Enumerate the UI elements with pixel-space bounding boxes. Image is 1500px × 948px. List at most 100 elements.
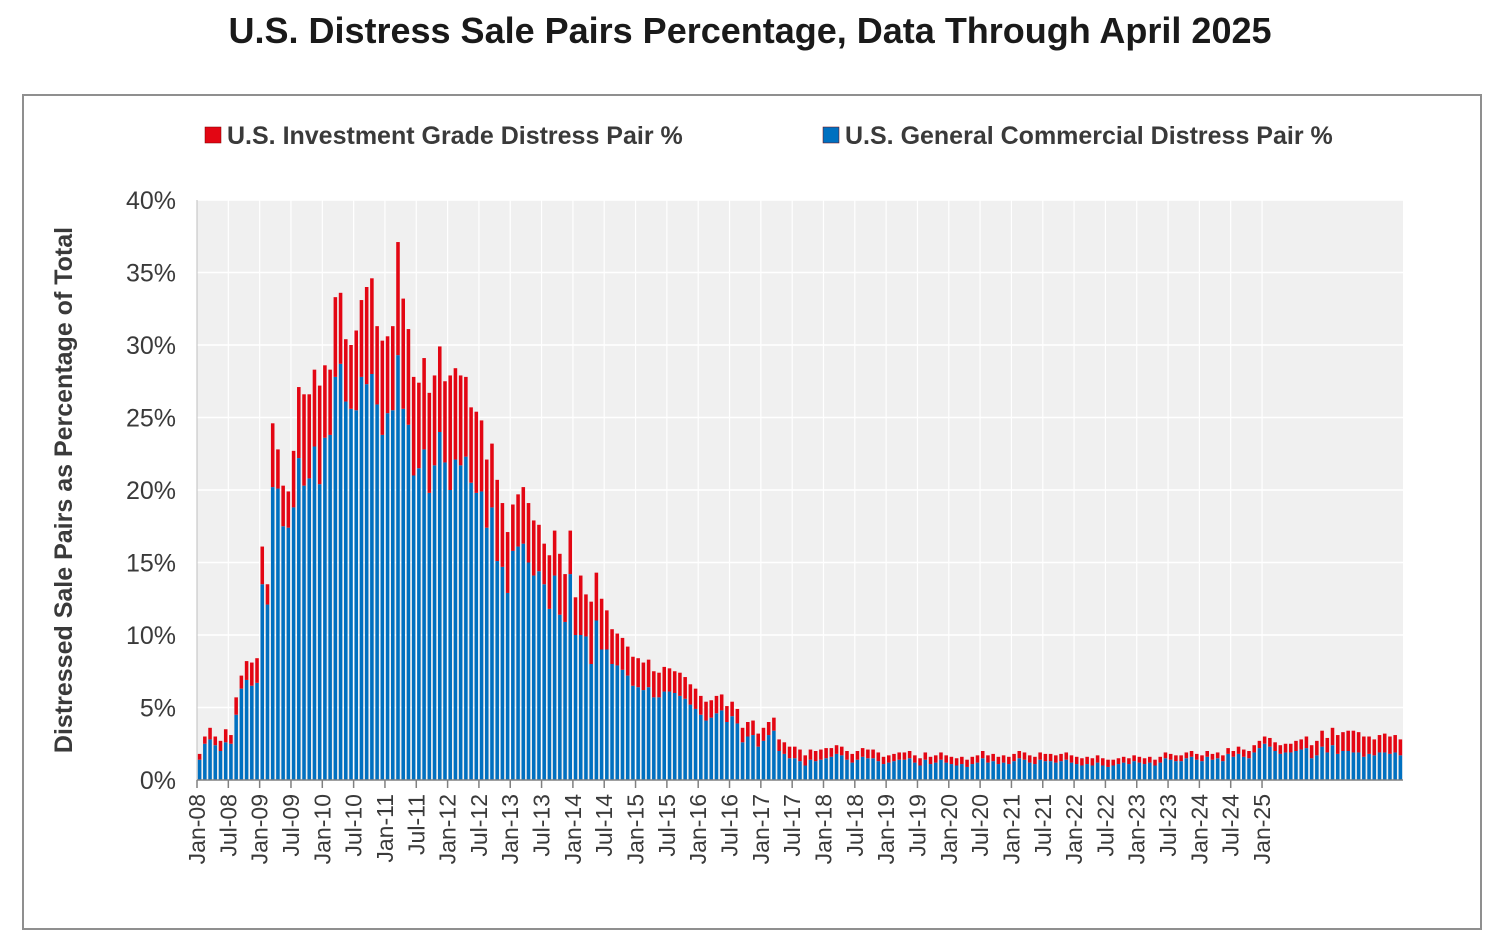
x-tick-label: Jan-16	[685, 794, 711, 864]
bar-investment-grade	[417, 382, 421, 469]
bar-general-commercial	[819, 759, 823, 780]
x-tick-label: Jan-24	[1186, 794, 1212, 865]
bar-general-commercial	[719, 710, 724, 780]
bar-investment-grade	[1033, 756, 1037, 765]
bar-general-commercial	[312, 446, 317, 780]
bar-general-commercial	[1362, 756, 1366, 780]
bar-general-commercial	[469, 482, 473, 780]
bar-investment-grade	[563, 574, 567, 622]
bar-general-commercial	[662, 691, 667, 780]
x-tick-label: Jan-08	[184, 794, 210, 864]
bar-investment-grade	[913, 755, 917, 763]
bar-investment-grade	[213, 736, 218, 746]
bar-general-commercial	[291, 507, 296, 780]
bar-general-commercial	[793, 758, 797, 780]
bar-general-commercial	[625, 675, 630, 780]
bar-investment-grade	[1388, 736, 1392, 754]
bar-general-commercial	[725, 722, 729, 780]
bar-general-commercial	[699, 714, 703, 780]
bar-investment-grade	[813, 751, 818, 762]
bar-general-commercial	[1174, 761, 1178, 780]
bar-general-commercial	[521, 543, 526, 780]
bar-general-commercial	[1069, 762, 1074, 780]
x-tick-label: Jan-20	[936, 794, 962, 864]
bar-general-commercial	[1273, 751, 1277, 780]
bar-investment-grade	[991, 753, 995, 762]
bar-general-commercial	[1121, 762, 1126, 780]
bar-general-commercial	[913, 762, 917, 780]
bar-investment-grade	[1330, 727, 1335, 746]
bar-investment-grade	[1179, 755, 1183, 762]
bar-general-commercial	[902, 759, 907, 780]
bar-investment-grade	[401, 298, 405, 409]
bar-investment-grade	[302, 394, 306, 486]
bar-general-commercial	[458, 465, 463, 780]
bar-investment-grade	[1168, 753, 1173, 760]
bar-general-commercial	[803, 765, 807, 780]
bar-general-commercial	[871, 758, 875, 780]
bar-general-commercial	[782, 753, 787, 780]
bar-general-commercial	[547, 608, 552, 780]
bar-general-commercial	[965, 766, 969, 780]
bar-investment-grade	[479, 420, 484, 492]
chart-title: U.S. Distress Sale Pairs Percentage, Dat…	[228, 10, 1272, 51]
bar-general-commercial	[928, 764, 933, 780]
bar-investment-grade	[511, 504, 515, 551]
bar-investment-grade	[678, 672, 682, 696]
bar-investment-grade	[1382, 733, 1387, 753]
bar-general-commercial	[573, 635, 578, 780]
bar-investment-grade	[620, 637, 625, 670]
bar-investment-grade	[970, 756, 975, 765]
bar-investment-grade	[615, 633, 620, 666]
bar-general-commercial	[1090, 765, 1095, 780]
bar-investment-grade	[448, 375, 452, 490]
bar-general-commercial	[777, 751, 781, 780]
bar-general-commercial	[542, 584, 546, 780]
bar-general-commercial	[516, 546, 520, 780]
bar-investment-grade	[881, 756, 886, 765]
bar-investment-grade	[396, 242, 400, 356]
bar-investment-grade	[1106, 759, 1110, 767]
bar-investment-grade	[923, 752, 928, 760]
bar-investment-grade	[1257, 740, 1262, 749]
y-tick-label: 20%	[126, 477, 176, 505]
bar-general-commercial	[323, 437, 327, 780]
bar-general-commercial	[1356, 752, 1361, 780]
bar-general-commercial	[453, 459, 458, 780]
bar-general-commercial	[349, 408, 353, 780]
bar-investment-grade	[1017, 751, 1022, 759]
bar-general-commercial	[526, 562, 531, 780]
bar-investment-grade	[223, 729, 228, 743]
x-tick-label: Jul-24	[1218, 794, 1244, 857]
bar-investment-grade	[1142, 758, 1147, 765]
bar-investment-grade	[370, 278, 374, 374]
bar-investment-grade	[1195, 753, 1199, 760]
bar-general-commercial	[949, 764, 954, 780]
bar-general-commercial	[490, 507, 494, 780]
bar-investment-grade	[772, 717, 776, 731]
bar-general-commercial	[1262, 743, 1267, 780]
x-tick-label: Jan-21	[998, 794, 1024, 864]
bar-investment-grade	[594, 572, 599, 621]
bar-investment-grade	[933, 755, 938, 763]
bar-general-commercial	[860, 756, 865, 780]
bar-investment-grade	[1262, 736, 1267, 744]
bar-general-commercial	[813, 761, 818, 780]
bar-investment-grade	[746, 722, 750, 737]
bar-general-commercial	[495, 561, 499, 780]
bar-investment-grade	[437, 346, 442, 432]
bar-general-commercial	[839, 755, 844, 780]
bar-general-commercial	[944, 762, 948, 780]
bar-investment-grade	[1064, 752, 1069, 760]
bar-general-commercial	[401, 408, 405, 780]
bar-investment-grade	[693, 688, 698, 709]
bar-investment-grade	[1111, 759, 1116, 766]
bar-investment-grade	[1080, 758, 1084, 766]
bar-general-commercial	[688, 704, 693, 780]
y-tick-label: 25%	[126, 405, 176, 433]
bar-investment-grade	[1215, 752, 1220, 759]
bar-general-commercial	[370, 374, 374, 780]
bar-general-commercial	[1116, 764, 1121, 780]
bar-investment-grade	[1351, 730, 1356, 753]
bar-investment-grade	[688, 684, 693, 705]
